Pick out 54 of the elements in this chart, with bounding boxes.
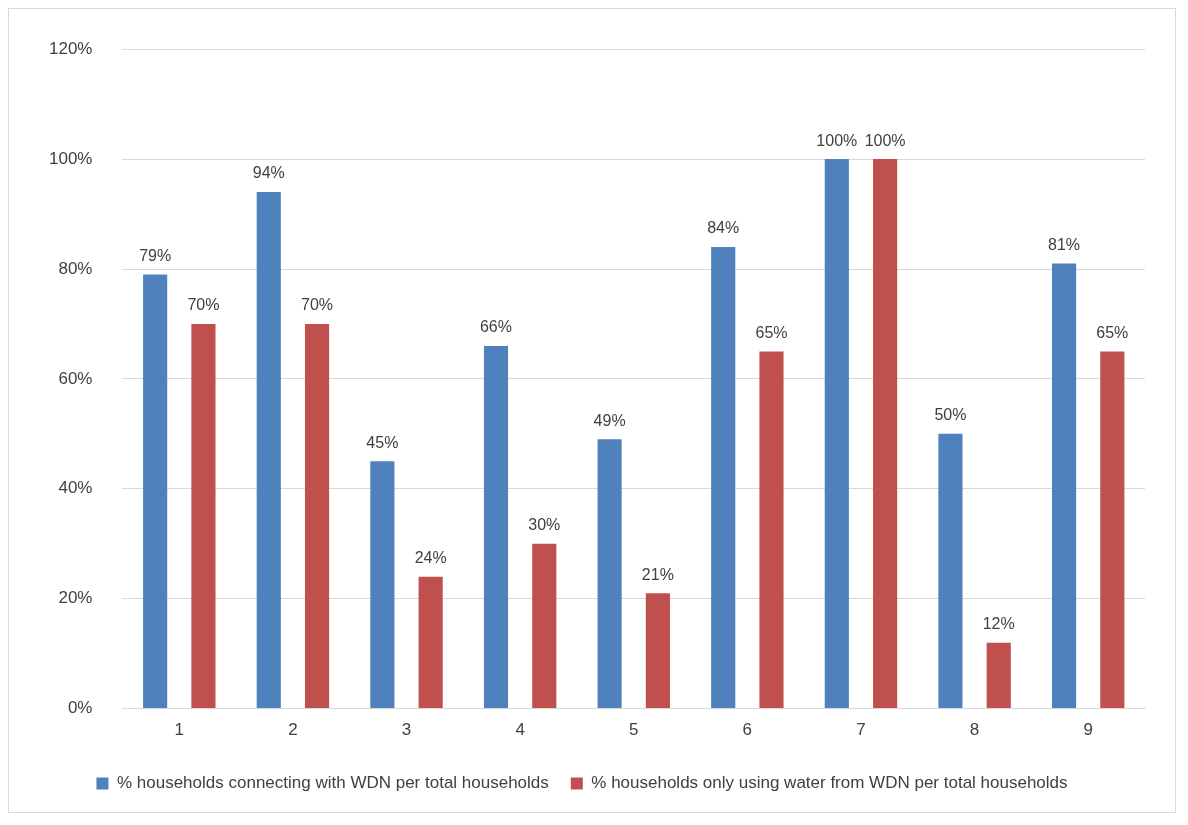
bar bbox=[532, 543, 557, 709]
bar bbox=[143, 274, 168, 709]
data-label: 81% bbox=[1048, 235, 1081, 253]
bar bbox=[256, 192, 281, 709]
legend-label: % households connecting with WDN per total households bbox=[116, 773, 549, 793]
bar bbox=[759, 351, 784, 709]
bar bbox=[986, 642, 1011, 709]
x-tick-label: 9 bbox=[1083, 720, 1093, 740]
data-label: 12% bbox=[982, 615, 1015, 633]
x-tick-label: 5 bbox=[629, 720, 639, 740]
y-tick-label: 0% bbox=[67, 698, 93, 718]
data-label: 49% bbox=[593, 411, 626, 429]
x-tick-label: 2 bbox=[288, 720, 298, 740]
data-label: 100% bbox=[816, 131, 858, 149]
bar bbox=[597, 439, 622, 709]
data-label: 21% bbox=[641, 565, 674, 583]
y-tick-label: 80% bbox=[58, 258, 93, 278]
data-label: 30% bbox=[528, 516, 561, 534]
data-label: 65% bbox=[755, 323, 788, 341]
y-tick-label: 100% bbox=[49, 148, 93, 168]
data-label: 65% bbox=[1096, 323, 1129, 341]
bar bbox=[938, 433, 963, 709]
bar bbox=[711, 247, 736, 709]
legend-label: % households only using water from WDN per total households bbox=[591, 773, 1068, 793]
data-label: 50% bbox=[934, 406, 967, 424]
bar bbox=[873, 159, 898, 709]
data-label: 24% bbox=[414, 549, 447, 567]
x-tick-label: 3 bbox=[401, 720, 412, 740]
data-label: 100% bbox=[864, 131, 906, 149]
x-tick-label: 4 bbox=[515, 720, 525, 740]
bar bbox=[191, 323, 216, 709]
data-label: 45% bbox=[366, 433, 399, 451]
bar bbox=[418, 576, 443, 709]
data-label: 70% bbox=[301, 296, 334, 314]
data-label: 70% bbox=[187, 296, 220, 314]
data-label: 79% bbox=[139, 246, 172, 264]
bar bbox=[1100, 351, 1125, 709]
bar bbox=[304, 323, 330, 709]
bar bbox=[370, 461, 395, 709]
y-tick-label: 40% bbox=[58, 478, 93, 498]
x-tick-label: 7 bbox=[856, 720, 866, 740]
y-tick-label: 60% bbox=[58, 368, 93, 388]
x-tick-label: 1 bbox=[174, 720, 185, 740]
x-tick-label: 6 bbox=[742, 720, 753, 740]
y-tick-label: 120% bbox=[49, 38, 93, 58]
bar bbox=[645, 593, 670, 709]
bar bbox=[824, 159, 849, 709]
x-tick-label: 8 bbox=[969, 720, 980, 740]
data-label: 66% bbox=[479, 318, 512, 336]
bar bbox=[1051, 263, 1077, 709]
data-label: 94% bbox=[252, 164, 285, 182]
data-label: 84% bbox=[707, 219, 740, 237]
y-tick-label: 20% bbox=[58, 588, 93, 608]
bar bbox=[483, 345, 509, 709]
